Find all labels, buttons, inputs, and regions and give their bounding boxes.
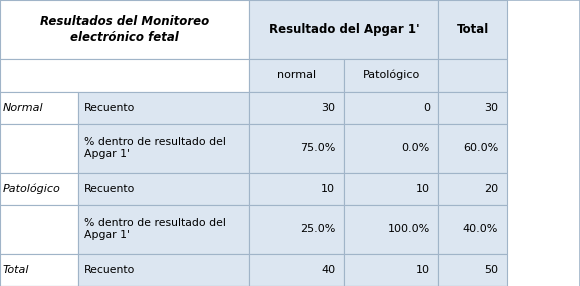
Bar bbox=[438, 173, 507, 205]
Text: 10: 10 bbox=[321, 184, 335, 194]
Text: 30: 30 bbox=[321, 103, 335, 112]
Text: Recuento: Recuento bbox=[84, 103, 136, 112]
Text: Resultados del Monitoreo
electrónico fetal: Resultados del Monitoreo electrónico fet… bbox=[40, 15, 209, 43]
Text: 25.0%: 25.0% bbox=[300, 225, 335, 234]
Text: Patológico: Patológico bbox=[3, 184, 61, 194]
Text: Resultado del Apgar 1': Resultado del Apgar 1' bbox=[269, 23, 419, 36]
Bar bbox=[344, 254, 438, 286]
Text: 0: 0 bbox=[423, 103, 430, 112]
Bar bbox=[344, 173, 438, 205]
Bar bbox=[0, 0, 249, 59]
Text: Recuento: Recuento bbox=[84, 184, 136, 194]
Text: Patológico: Patológico bbox=[362, 70, 420, 80]
Bar bbox=[438, 59, 507, 92]
Bar bbox=[438, 205, 507, 254]
Bar bbox=[0, 124, 78, 173]
Bar bbox=[78, 92, 249, 124]
Bar bbox=[249, 205, 344, 254]
Text: 10: 10 bbox=[416, 265, 430, 275]
Bar bbox=[249, 92, 344, 124]
Bar bbox=[0, 173, 78, 205]
Bar bbox=[344, 205, 438, 254]
Bar bbox=[249, 124, 344, 173]
Bar bbox=[0, 92, 78, 124]
Text: 40.0%: 40.0% bbox=[463, 225, 498, 234]
Bar bbox=[438, 254, 507, 286]
Bar bbox=[249, 0, 438, 59]
Text: Normal: Normal bbox=[3, 103, 43, 112]
Bar bbox=[344, 59, 438, 92]
Text: Total: Total bbox=[456, 23, 489, 36]
Text: 50: 50 bbox=[484, 265, 498, 275]
Text: 0.0%: 0.0% bbox=[401, 143, 430, 153]
Bar bbox=[78, 254, 249, 286]
Text: normal: normal bbox=[277, 70, 316, 80]
Text: 20: 20 bbox=[484, 184, 498, 194]
Text: 10: 10 bbox=[416, 184, 430, 194]
Bar bbox=[0, 205, 78, 254]
Bar bbox=[0, 254, 78, 286]
Text: 75.0%: 75.0% bbox=[300, 143, 335, 153]
Bar bbox=[78, 205, 249, 254]
Bar bbox=[249, 173, 344, 205]
Bar bbox=[438, 0, 507, 59]
Text: % dentro de resultado del
Apgar 1': % dentro de resultado del Apgar 1' bbox=[84, 219, 226, 240]
Bar bbox=[0, 59, 249, 92]
Text: 30: 30 bbox=[484, 103, 498, 112]
Text: 60.0%: 60.0% bbox=[463, 143, 498, 153]
Text: Total: Total bbox=[3, 265, 30, 275]
Text: 40: 40 bbox=[321, 265, 335, 275]
Bar bbox=[344, 124, 438, 173]
Bar bbox=[438, 124, 507, 173]
Text: 100.0%: 100.0% bbox=[387, 225, 430, 234]
Bar bbox=[344, 92, 438, 124]
Bar bbox=[249, 254, 344, 286]
Bar bbox=[78, 124, 249, 173]
Bar bbox=[78, 173, 249, 205]
Bar bbox=[438, 92, 507, 124]
Text: Recuento: Recuento bbox=[84, 265, 136, 275]
Bar bbox=[249, 59, 344, 92]
Text: % dentro de resultado del
Apgar 1': % dentro de resultado del Apgar 1' bbox=[84, 137, 226, 159]
